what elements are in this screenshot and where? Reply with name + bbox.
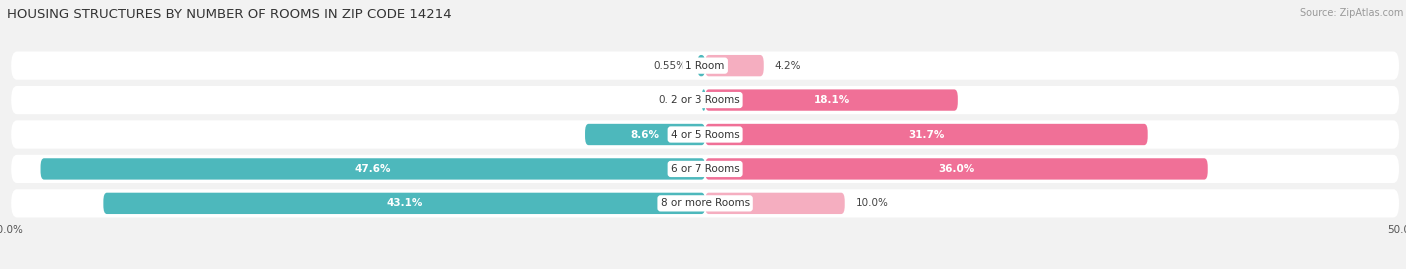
Text: 0.55%: 0.55% <box>654 61 686 71</box>
FancyBboxPatch shape <box>702 89 706 111</box>
FancyBboxPatch shape <box>11 155 1399 183</box>
FancyBboxPatch shape <box>104 193 706 214</box>
FancyBboxPatch shape <box>697 55 706 76</box>
FancyBboxPatch shape <box>41 158 706 180</box>
FancyBboxPatch shape <box>11 86 1399 114</box>
Text: 31.7%: 31.7% <box>908 129 945 140</box>
Text: 4.2%: 4.2% <box>775 61 801 71</box>
Text: HOUSING STRUCTURES BY NUMBER OF ROOMS IN ZIP CODE 14214: HOUSING STRUCTURES BY NUMBER OF ROOMS IN… <box>7 8 451 21</box>
FancyBboxPatch shape <box>11 121 1399 148</box>
Text: 47.6%: 47.6% <box>354 164 391 174</box>
Text: 18.1%: 18.1% <box>813 95 849 105</box>
FancyBboxPatch shape <box>706 193 845 214</box>
FancyBboxPatch shape <box>706 55 763 76</box>
FancyBboxPatch shape <box>706 124 1147 145</box>
Text: 36.0%: 36.0% <box>938 164 974 174</box>
FancyBboxPatch shape <box>11 189 1399 217</box>
Text: 1 Room: 1 Room <box>685 61 725 71</box>
FancyBboxPatch shape <box>706 158 1208 180</box>
Text: 43.1%: 43.1% <box>387 198 422 208</box>
Text: Source: ZipAtlas.com: Source: ZipAtlas.com <box>1299 8 1403 18</box>
Text: 8 or more Rooms: 8 or more Rooms <box>661 198 749 208</box>
FancyBboxPatch shape <box>11 52 1399 80</box>
Text: 4 or 5 Rooms: 4 or 5 Rooms <box>671 129 740 140</box>
Text: 0.21%: 0.21% <box>658 95 690 105</box>
Text: 6 or 7 Rooms: 6 or 7 Rooms <box>671 164 740 174</box>
Text: 2 or 3 Rooms: 2 or 3 Rooms <box>671 95 740 105</box>
FancyBboxPatch shape <box>706 89 957 111</box>
Text: 8.6%: 8.6% <box>630 129 659 140</box>
Text: 10.0%: 10.0% <box>856 198 889 208</box>
FancyBboxPatch shape <box>585 124 706 145</box>
